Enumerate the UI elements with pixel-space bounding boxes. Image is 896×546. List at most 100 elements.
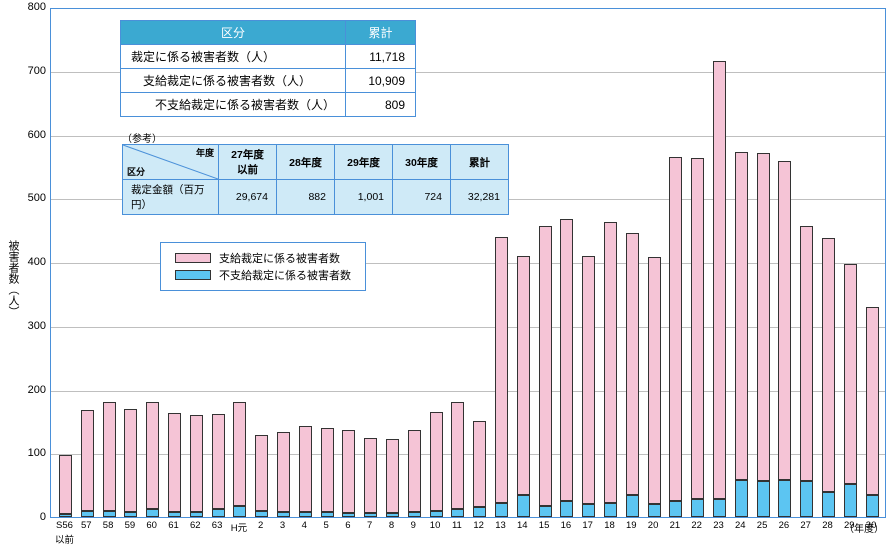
bar-segment-paid [321, 428, 334, 512]
bar-segment-unpaid [560, 501, 573, 517]
table1-row-value: 10,909 [346, 69, 416, 93]
bar-segment-paid [277, 432, 290, 512]
table2-value: 724 [393, 180, 451, 215]
bar-segment-unpaid [800, 481, 813, 517]
bar-group [190, 415, 203, 517]
table1-header-kubun: 区分 [121, 21, 346, 45]
bar-segment-unpaid [735, 480, 748, 517]
bar-segment-unpaid [342, 513, 355, 517]
bar-segment-paid [735, 152, 748, 480]
bar-segment-paid [430, 412, 443, 511]
bar-group [560, 219, 573, 517]
y-tick-label: 400 [20, 256, 46, 268]
bar-segment-unpaid [713, 499, 726, 517]
bar-segment-unpaid [691, 499, 704, 517]
bar-segment-paid [691, 158, 704, 499]
x-tick-label: 4 [302, 520, 307, 531]
table2-col: 累計 [451, 145, 509, 180]
x-tick-label: 8 [389, 520, 394, 531]
y-tick-label: 100 [20, 447, 46, 459]
bar-segment-paid [539, 226, 552, 505]
bar-group [233, 402, 246, 517]
x-tick-label: 19 [626, 520, 637, 531]
legend-label: 不支給裁定に係る被害者数 [219, 267, 351, 283]
x-tick-label: 9 [411, 520, 416, 531]
bar-segment-paid [822, 238, 835, 492]
bar-group [778, 161, 791, 517]
bar-segment-paid [103, 402, 116, 510]
x-tick-label: 26 [779, 520, 790, 531]
bar-segment-unpaid [299, 512, 312, 517]
bar-group [146, 402, 159, 517]
x-tick-label: 24 [735, 520, 746, 531]
table1-row-label: 不支給裁定に係る被害者数（人） [121, 93, 346, 117]
x-tick-label: 2 [258, 520, 263, 531]
legend-item: 支給裁定に係る被害者数 [175, 250, 351, 266]
x-tick-label: 61 [168, 520, 179, 531]
bar-segment-paid [626, 233, 639, 494]
bar-segment-paid [168, 413, 181, 512]
legend-swatch-paid [175, 253, 211, 263]
bar-segment-unpaid [124, 512, 137, 517]
x-tick-label: H元 [231, 520, 247, 534]
x-tick-label: 5 [323, 520, 328, 531]
bar-segment-unpaid [822, 492, 835, 518]
bar-group [386, 439, 399, 517]
y-tick-label: 200 [20, 384, 46, 396]
bar-segment-unpaid [517, 495, 530, 517]
bar-group [822, 238, 835, 517]
legend-item: 不支給裁定に係る被害者数 [175, 267, 351, 283]
bar-segment-paid [255, 435, 268, 510]
bar-segment-paid [233, 402, 246, 505]
bar-segment-unpaid [233, 506, 246, 517]
x-tick-label: 21 [670, 520, 681, 531]
table2-diag-header: 年度 区分 [123, 145, 219, 180]
bar-segment-unpaid [146, 509, 159, 517]
bar-segment-unpaid [582, 504, 595, 517]
bar-segment-unpaid [473, 507, 486, 517]
y-tick-label: 700 [20, 65, 46, 77]
y-tick-label: 800 [20, 1, 46, 13]
bar-segment-paid [364, 438, 377, 513]
x-tick-label: 6 [345, 520, 350, 531]
bar-segment-paid [582, 256, 595, 505]
bar-segment-unpaid [778, 480, 791, 517]
bar-group [713, 61, 726, 517]
bar-segment-paid [800, 226, 813, 481]
table1-row-value: 809 [346, 93, 416, 117]
bar-group [582, 256, 595, 517]
bar-segment-paid [451, 402, 464, 509]
table1-row-label: 支給裁定に係る被害者数（人） [121, 69, 346, 93]
table2-row-label: 裁定金額（百万円） [123, 180, 219, 215]
x-axis-title: （年度） [844, 520, 884, 535]
bar-segment-unpaid [386, 513, 399, 517]
bar-group [517, 256, 530, 517]
bar-segment-paid [778, 161, 791, 480]
bar-segment-unpaid [103, 511, 116, 517]
bar-segment-paid [517, 256, 530, 495]
bar-segment-paid [342, 430, 355, 513]
bar-group [103, 402, 116, 517]
x-tick-label: S56 [56, 520, 73, 531]
bar-segment-unpaid [168, 512, 181, 517]
x-tick-label: 58 [103, 520, 114, 531]
x-tick-label: 27 [800, 520, 811, 531]
x-tick-label: 7 [367, 520, 372, 531]
bar-segment-unpaid [59, 514, 72, 517]
table1-row-label: 裁定に係る被害者数（人） [121, 45, 346, 69]
summary-table: 区分 累計 裁定に係る被害者数（人） 11,718 支給裁定に係る被害者数（人）… [120, 20, 416, 117]
bar-segment-paid [146, 402, 159, 509]
x-tick-label: 28 [822, 520, 833, 531]
bar-group [800, 226, 813, 517]
bar-segment-paid [495, 237, 508, 503]
bar-segment-unpaid [844, 484, 857, 517]
x-tick-label: 18 [604, 520, 615, 531]
y-tick-label: 300 [20, 320, 46, 332]
x-tick-label: 62 [190, 520, 201, 531]
bar-segment-paid [59, 455, 72, 514]
x-tick-label: 12 [473, 520, 484, 531]
bar-segment-paid [299, 426, 312, 512]
bar-group [255, 435, 268, 517]
bar-group [299, 426, 312, 517]
y-axis-label: 被害者数（人） [5, 240, 21, 317]
